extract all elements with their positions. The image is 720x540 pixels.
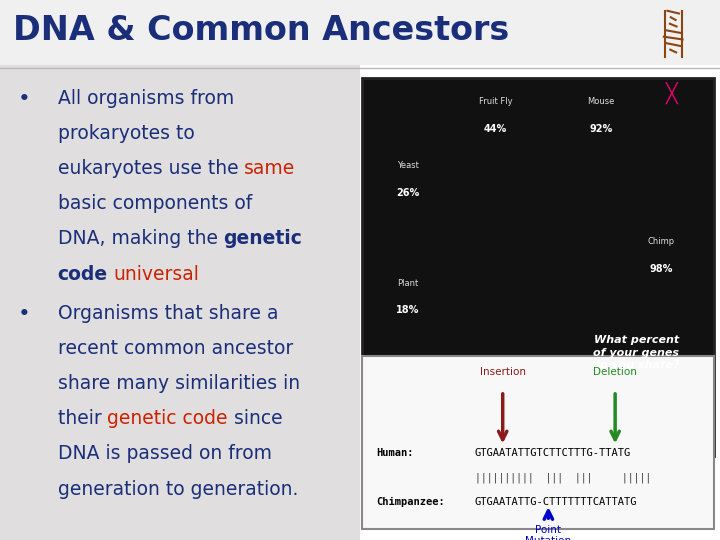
Bar <box>0 0 720 65</box>
Text: •: • <box>18 304 31 324</box>
Text: recent common ancestor: recent common ancestor <box>58 339 293 358</box>
Text: Plant: Plant <box>397 279 418 288</box>
Text: DNA, making the: DNA, making the <box>58 230 224 248</box>
Bar <box>362 356 714 529</box>
Text: Fruit Fly: Fruit Fly <box>479 97 513 106</box>
Text: ╳: ╳ <box>665 82 678 104</box>
Text: What percent
of your genes
do you share?: What percent of your genes do you share? <box>593 335 680 370</box>
Text: Point
Mutation: Point Mutation <box>526 525 572 540</box>
Text: genetic code: genetic code <box>107 409 228 428</box>
Text: prokaryotes to: prokaryotes to <box>58 124 194 143</box>
Text: share many similarities in: share many similarities in <box>58 374 300 393</box>
Text: 92%: 92% <box>590 124 613 134</box>
Text: generation to generation.: generation to generation. <box>58 480 298 498</box>
Text: Chimpanzee:: Chimpanzee: <box>377 497 445 507</box>
Text: ||||||||||  |||  |||     |||||: |||||||||| ||| ||| ||||| <box>474 472 651 483</box>
Text: universal: universal <box>114 265 199 284</box>
Bar <box>360 0 720 540</box>
Bar <box>362 78 714 456</box>
Text: Insertion: Insertion <box>480 367 526 377</box>
Text: 44%: 44% <box>484 124 508 134</box>
Text: GTGAATATTG-CTTTTTTTCATTATG: GTGAATATTG-CTTTTTTTCATTATG <box>474 497 637 507</box>
Bar <box>0 0 360 540</box>
Text: basic components of: basic components of <box>58 194 252 213</box>
Text: Yeast: Yeast <box>397 161 419 171</box>
Text: their: their <box>58 409 107 428</box>
Text: code: code <box>58 265 108 284</box>
Text: All organisms from: All organisms from <box>58 89 234 108</box>
Text: Organisms that share a: Organisms that share a <box>58 304 278 323</box>
Text: 26%: 26% <box>396 188 420 198</box>
Text: since: since <box>228 409 282 428</box>
Text: eukaryotes use the: eukaryotes use the <box>58 159 244 178</box>
Text: 98%: 98% <box>649 264 672 274</box>
Text: Human:: Human: <box>377 448 414 458</box>
Text: •: • <box>18 89 31 109</box>
Text: Deletion: Deletion <box>593 367 637 377</box>
Text: 18%: 18% <box>396 305 420 315</box>
Text: GTGAATATTGTCTTCTTTG-TTATG: GTGAATATTGTCTTCTTTG-TTATG <box>474 448 631 458</box>
Text: same: same <box>244 159 295 178</box>
Text: genetic: genetic <box>224 230 302 248</box>
Text: DNA & Common Ancestors: DNA & Common Ancestors <box>13 14 509 46</box>
Text: Mouse: Mouse <box>588 97 615 106</box>
Text: Chimp: Chimp <box>647 237 675 246</box>
Text: DNA is passed on from: DNA is passed on from <box>58 444 271 463</box>
